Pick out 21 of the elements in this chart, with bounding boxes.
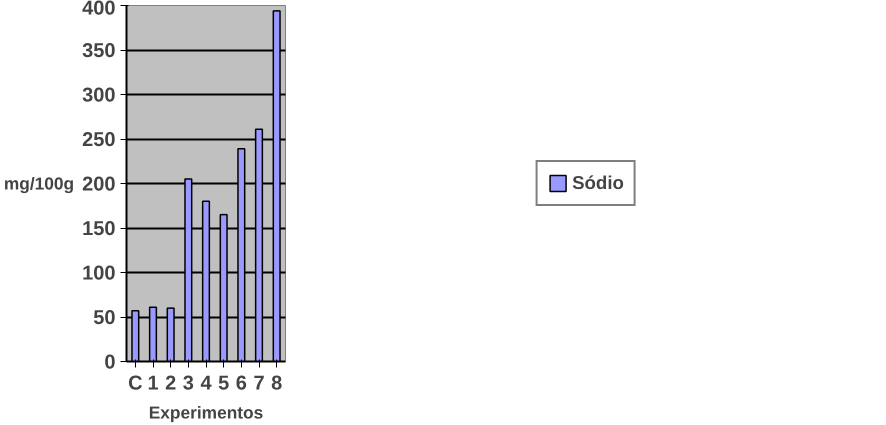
y-axis-title: mg/100g bbox=[4, 174, 74, 194]
y-tick-label: 200 bbox=[82, 174, 116, 196]
x-tick-label: 2 bbox=[165, 372, 176, 394]
y-tick-label: 300 bbox=[82, 84, 116, 106]
y-tick-label: 100 bbox=[82, 262, 116, 284]
legend-label: Sódio bbox=[572, 172, 624, 194]
y-tick-label: 400 bbox=[82, 0, 116, 20]
y-tick-label: 0 bbox=[104, 352, 116, 374]
y-tick-label: 50 bbox=[93, 307, 116, 329]
y-tick-label: 150 bbox=[82, 218, 116, 240]
x-tick-label: 4 bbox=[200, 372, 212, 394]
x-tick-label: 7 bbox=[253, 372, 265, 394]
x-axis-title: Experimentos bbox=[148, 402, 264, 422]
x-tick-label: 6 bbox=[236, 372, 247, 394]
x-tick-label: 1 bbox=[147, 372, 159, 394]
x-tick-label: 5 bbox=[218, 372, 230, 394]
x-tick-label: 8 bbox=[271, 372, 282, 394]
x-tick-label: C bbox=[128, 372, 143, 394]
x-tick-label: 3 bbox=[182, 372, 194, 394]
y-tick-label: 250 bbox=[82, 129, 116, 151]
y-tick-label: 350 bbox=[82, 40, 116, 62]
